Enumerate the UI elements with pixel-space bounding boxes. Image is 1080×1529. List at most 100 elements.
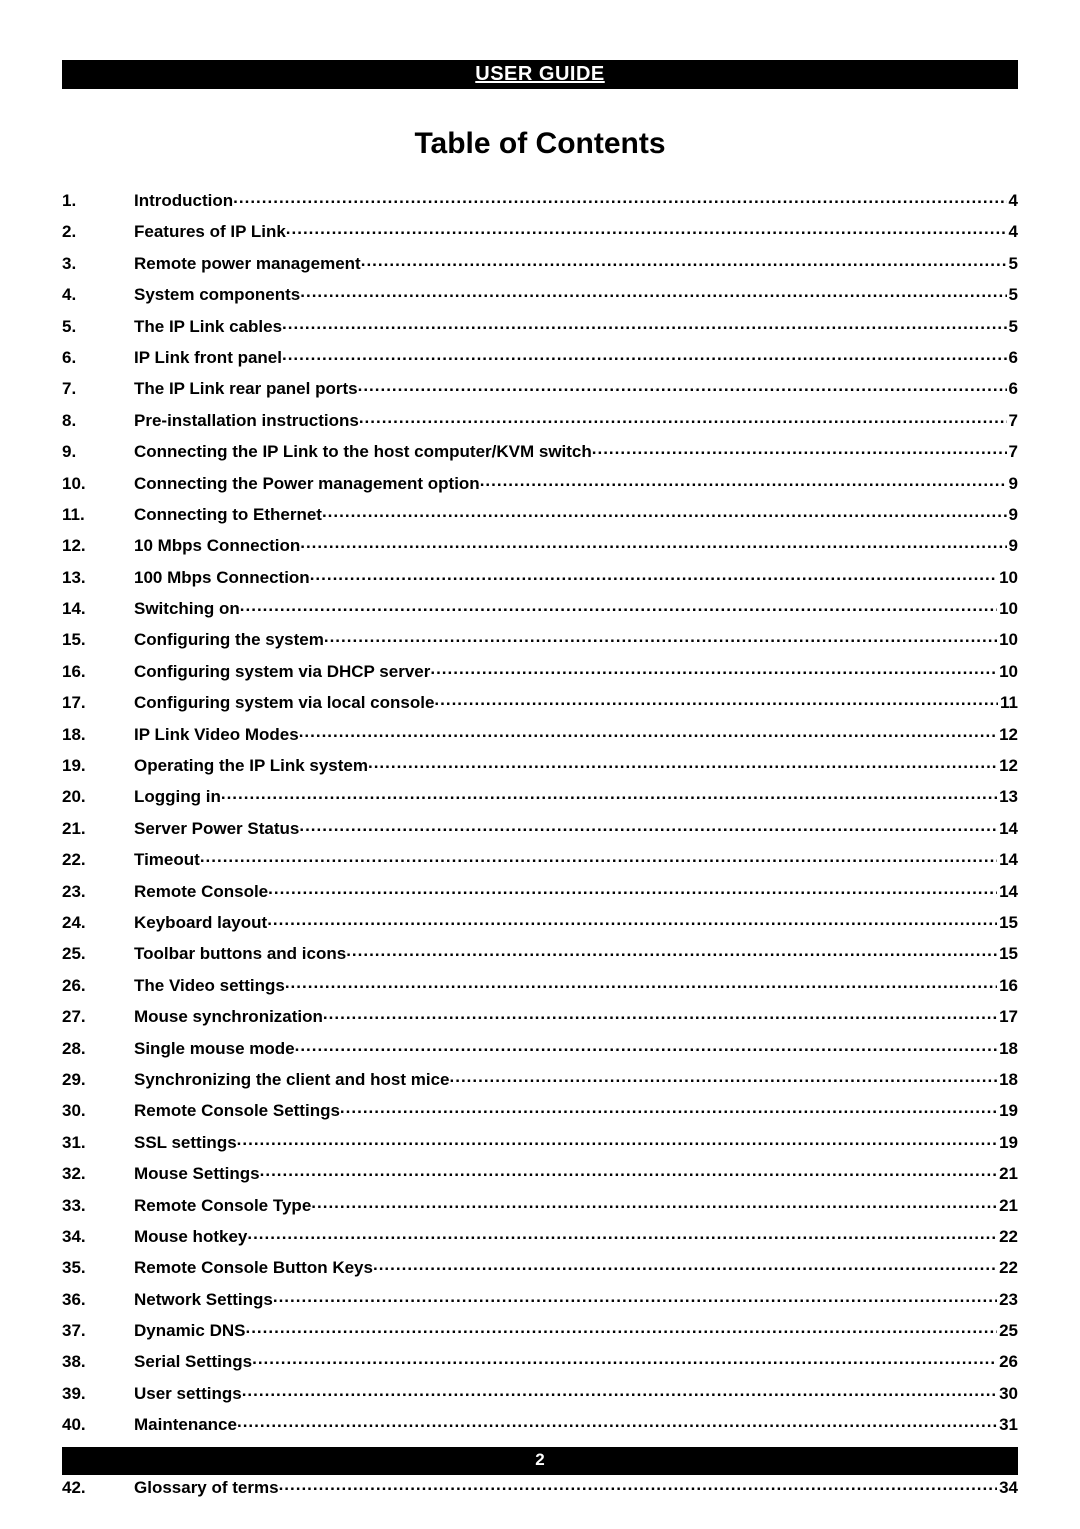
toc-entry-number: 32.	[62, 1165, 134, 1182]
toc-entry-label: The IP Link rear panel ports	[134, 380, 358, 397]
toc-row: 42.Glossary of terms 34	[62, 1476, 1018, 1496]
toc-entry-label: Network Settings	[134, 1291, 273, 1308]
toc-row: 20.Logging in 13	[62, 785, 1018, 805]
toc-row: 12.10 Mbps Connection 9	[62, 534, 1018, 554]
toc-row: 3.Remote power management 5	[62, 252, 1018, 272]
toc-leader-dots	[245, 1319, 997, 1336]
toc-entry-label: Mouse hotkey	[134, 1228, 247, 1245]
toc-title: Table of Contents	[62, 127, 1018, 161]
toc-entry-number: 16.	[62, 663, 134, 680]
toc-entry-number: 15.	[62, 631, 134, 648]
toc-entry-label: Single mouse mode	[134, 1040, 295, 1057]
toc-entry-number: 34.	[62, 1228, 134, 1245]
toc-entry-number: 6.	[62, 349, 134, 366]
toc-leader-dots	[282, 315, 1007, 332]
toc-entry-page: 18	[997, 1071, 1018, 1088]
toc-row: 13.100 Mbps Connection 10	[62, 566, 1018, 586]
toc-entry-page: 19	[997, 1102, 1018, 1119]
toc-entry-number: 39.	[62, 1385, 134, 1402]
toc-leader-dots	[322, 503, 1007, 520]
toc-entry-page: 15	[997, 914, 1018, 931]
toc-entry-label: Serial Settings	[134, 1353, 252, 1370]
toc-entry-label: Maintenance	[134, 1416, 237, 1433]
toc-leader-dots	[295, 1037, 997, 1054]
toc-entry-number: 37.	[62, 1322, 134, 1339]
toc-entry-label: Operating the IP Link system	[134, 757, 368, 774]
toc-row: 10.Connecting the Power management optio…	[62, 472, 1018, 492]
toc-entry-number: 9.	[62, 443, 134, 460]
toc-row: 4.System components 5	[62, 283, 1018, 303]
toc-leader-dots	[242, 1382, 997, 1399]
toc-entry-number: 11.	[62, 506, 134, 523]
toc-entry-number: 19.	[62, 757, 134, 774]
toc-entry-number: 17.	[62, 694, 134, 711]
toc-entry-number: 20.	[62, 788, 134, 805]
toc-entry-label: Server Power Status	[134, 820, 299, 837]
toc-row: 25.Toolbar buttons and icons 15	[62, 942, 1018, 962]
toc-list: 1.Introduction 42.Features of IP Link 43…	[62, 189, 1018, 1496]
toc-entry-label: The IP Link cables	[134, 318, 282, 335]
toc-leader-dots	[221, 785, 997, 802]
toc-leader-dots	[346, 942, 997, 959]
toc-entry-page: 12	[997, 757, 1018, 774]
toc-entry-label: Configuring the system	[134, 631, 324, 648]
toc-leader-dots	[286, 220, 1007, 237]
toc-row: 5.The IP Link cables 5	[62, 315, 1018, 335]
toc-leader-dots	[311, 1194, 997, 1211]
page-number: 2	[535, 1450, 544, 1469]
toc-entry-number: 12.	[62, 537, 134, 554]
toc-entry-label: Timeout	[134, 851, 200, 868]
toc-entry-number: 22.	[62, 851, 134, 868]
toc-entry-number: 25.	[62, 945, 134, 962]
toc-entry-label: IP Link front panel	[134, 349, 282, 366]
toc-leader-dots	[450, 1068, 998, 1085]
toc-entry-label: Mouse Settings	[134, 1165, 260, 1182]
toc-row: 38.Serial Settings 26	[62, 1350, 1018, 1370]
toc-leader-dots	[200, 848, 997, 865]
toc-entry-label: Connecting the IP Link to the host compu…	[134, 443, 592, 460]
toc-leader-dots	[233, 189, 1006, 206]
toc-entry-number: 30.	[62, 1102, 134, 1119]
toc-row: 14.Switching on 10	[62, 597, 1018, 617]
toc-entry-label: Connecting to Ethernet	[134, 506, 322, 523]
toc-entry-page: 10	[997, 631, 1018, 648]
toc-entry-label: Remote power management	[134, 255, 361, 272]
toc-row: 16.Configuring system via DHCP server 10	[62, 660, 1018, 680]
toc-leader-dots	[252, 1350, 997, 1367]
toc-entry-number: 1.	[62, 192, 134, 209]
toc-leader-dots	[268, 880, 997, 897]
toc-entry-page: 14	[997, 851, 1018, 868]
toc-leader-dots	[282, 346, 1007, 363]
toc-entry-label: Toolbar buttons and icons	[134, 945, 346, 962]
toc-entry-label: Remote Console	[134, 883, 268, 900]
toc-row: 7.The IP Link rear panel ports 6	[62, 377, 1018, 397]
toc-entry-number: 10.	[62, 475, 134, 492]
toc-entry-number: 21.	[62, 820, 134, 837]
toc-row: 30.Remote Console Settings 19	[62, 1099, 1018, 1119]
toc-entry-number: 26.	[62, 977, 134, 994]
toc-entry-number: 33.	[62, 1197, 134, 1214]
toc-leader-dots	[323, 1005, 997, 1022]
toc-leader-dots	[299, 817, 997, 834]
toc-leader-dots	[430, 660, 997, 677]
toc-entry-label: Keyboard layout	[134, 914, 267, 931]
toc-entry-label: SSL settings	[134, 1134, 237, 1151]
toc-entry-number: 5.	[62, 318, 134, 335]
toc-row: 21.Server Power Status 14	[62, 817, 1018, 837]
toc-row: 23.Remote Console 14	[62, 880, 1018, 900]
toc-entry-label: System components	[134, 286, 300, 303]
toc-entry-number: 13.	[62, 569, 134, 586]
toc-leader-dots	[273, 1288, 997, 1305]
toc-entry-label: Pre-installation instructions	[134, 412, 359, 429]
toc-leader-dots	[358, 377, 1007, 394]
toc-row: 18.IP Link Video Modes 12	[62, 723, 1018, 743]
toc-entry-page: 9	[1007, 506, 1018, 523]
footer-bar: 2	[62, 1447, 1018, 1475]
toc-row: 31.SSL settings 19	[62, 1131, 1018, 1151]
toc-leader-dots	[359, 409, 1007, 426]
toc-row: 24.Keyboard layout 15	[62, 911, 1018, 931]
toc-entry-page: 10	[997, 569, 1018, 586]
toc-leader-dots	[480, 472, 1007, 489]
toc-entry-label: 100 Mbps Connection	[134, 569, 310, 586]
toc-entry-page: 22	[997, 1228, 1018, 1245]
